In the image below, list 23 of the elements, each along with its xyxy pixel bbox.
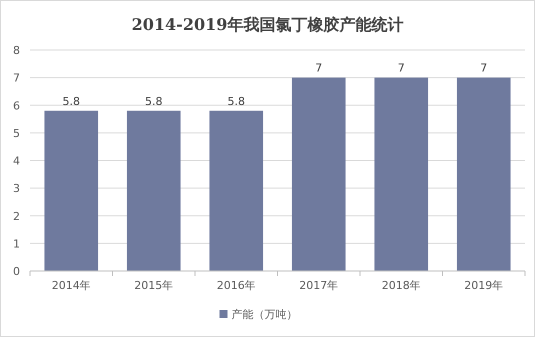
y-tick-label: 1	[13, 237, 20, 250]
y-tick-label: 0	[13, 265, 20, 278]
data-label: 7	[398, 62, 405, 75]
y-tick-label: 6	[13, 99, 20, 112]
data-label: 7	[315, 62, 322, 75]
x-tick-label: 2014年	[52, 279, 91, 292]
data-label: 5.8	[228, 94, 245, 108]
x-tick-label: 2016年	[216, 279, 256, 292]
y-tick-label: 3	[13, 182, 20, 196]
x-tick-label: 2018年	[382, 279, 421, 292]
data-label: 5.8	[145, 94, 162, 108]
y-tick-label: 2	[13, 210, 20, 223]
y-tick-label: 4	[13, 154, 20, 168]
x-tick-label: 2019年	[464, 279, 504, 292]
data-label: 7	[480, 62, 488, 75]
y-tick-label: 7	[13, 72, 20, 85]
data-label: 5.8	[62, 94, 80, 108]
legend-label: 产能（万吨）	[232, 308, 298, 321]
x-tick-label: 2017年	[299, 279, 338, 292]
y-tick-label: 8	[13, 44, 20, 57]
chart-title: 2014-2019年我国氯丁橡胶产能统计	[132, 15, 404, 34]
x-tick-label: 2015年	[134, 279, 174, 292]
y-tick-label: 5	[13, 126, 20, 140]
